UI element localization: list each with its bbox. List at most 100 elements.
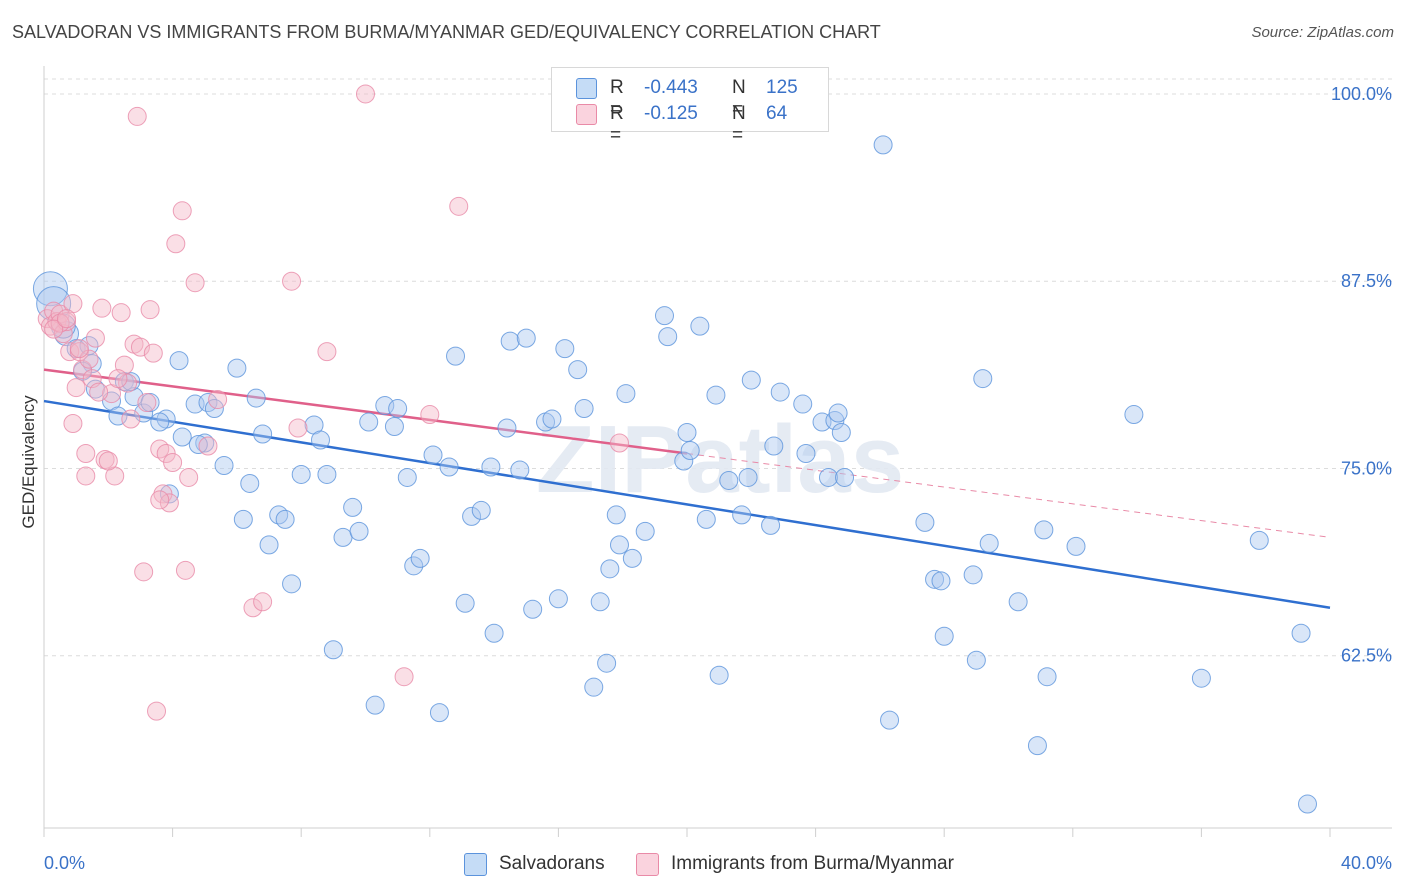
burma-point <box>98 451 118 471</box>
salvadoran-point <box>677 423 697 443</box>
burma-point <box>57 309 77 329</box>
salvadoran-point <box>1008 592 1028 612</box>
salvadoran-point <box>259 535 279 555</box>
x-tick-label: 40.0% <box>1341 853 1392 873</box>
legend-n-value: 125 <box>766 77 798 98</box>
salvadoran-point <box>732 505 752 525</box>
salvadoran-point <box>597 653 617 673</box>
salvadoran-point <box>1191 668 1211 688</box>
salvadoran-point <box>600 559 620 579</box>
salvadoran-point <box>709 665 729 685</box>
salvadoran-point <box>835 467 855 487</box>
salvadoran-point <box>150 412 170 432</box>
salvadoran-point <box>169 351 189 371</box>
salvadoran-point <box>542 409 562 429</box>
salvadoran-point <box>828 403 848 423</box>
burma-point <box>147 701 167 721</box>
burma-point <box>163 452 183 472</box>
salvadoran-point <box>172 427 192 447</box>
salvadoran-point <box>1037 667 1057 687</box>
y-tick-label: 100.0% <box>1331 84 1392 104</box>
salvadoran-point <box>233 509 253 529</box>
legend-r-value: -0.125 <box>644 103 698 124</box>
salvadoran-point <box>1066 536 1086 556</box>
salvadoran-point <box>516 328 536 348</box>
salvadoran-point <box>423 445 443 465</box>
salvadoran-point <box>1249 530 1269 550</box>
salvadoran-point <box>931 571 951 591</box>
salvadoran-point <box>979 533 999 553</box>
burma-point <box>166 234 186 254</box>
burma-point <box>143 343 163 363</box>
chart-source: Source: ZipAtlas.com <box>1251 24 1394 41</box>
salvadoran-point <box>108 406 128 426</box>
burma-point <box>66 378 86 398</box>
salvadoran-point <box>606 505 626 525</box>
burma-point <box>198 436 218 456</box>
legend-r-label: R = <box>610 103 624 146</box>
burma-point <box>121 409 141 429</box>
salvadoran-point <box>375 396 395 416</box>
salvadoran-point <box>831 423 851 443</box>
salvadoran-point <box>880 710 900 730</box>
salvadoran-point <box>973 369 993 389</box>
salvadoran-point <box>365 695 385 715</box>
legend-n-label: N = <box>732 77 746 120</box>
salvadoran-point <box>548 589 568 609</box>
salvadoran-point <box>32 271 68 307</box>
burma-point <box>127 106 147 126</box>
salvadoran-point <box>310 430 330 450</box>
salvadoran-point <box>680 440 700 460</box>
salvadoran-point <box>429 703 449 723</box>
burma-point <box>63 414 83 434</box>
burma-point <box>69 339 89 359</box>
axes <box>43 66 1392 837</box>
legend-swatch-pink <box>576 104 597 125</box>
salvadoran-point <box>696 509 716 529</box>
salvadoran-point <box>510 460 530 480</box>
salvadoran-point <box>635 521 655 541</box>
salvadoran-point <box>590 592 610 612</box>
salvadoran-point <box>654 306 674 326</box>
chart-title: SALVADORAN VS IMMIGRANTS FROM BURMA/MYAN… <box>12 22 881 42</box>
trend-line-extension <box>686 452 1331 538</box>
burma-point <box>288 418 308 438</box>
salvadoran-point <box>343 497 363 517</box>
salvadoran-point <box>793 394 813 414</box>
burma-point <box>253 592 273 612</box>
burma-point <box>76 443 96 463</box>
salvadoran-point <box>622 548 642 568</box>
legend-swatch-pink <box>636 853 659 876</box>
burma-point <box>44 319 64 339</box>
burma-point <box>89 382 109 402</box>
burma-point <box>108 369 128 389</box>
salvadoran-point <box>963 565 983 585</box>
salvadoran-point <box>85 379 105 399</box>
correlation-legend: R = -0.443 N = 125 R = -0.125 N = 64 <box>551 67 829 146</box>
legend-r-value: -0.443 <box>644 77 698 98</box>
burma-point <box>76 466 96 486</box>
y-tick-label: 75.0% <box>1341 458 1392 478</box>
salvadoran-point <box>121 372 141 392</box>
salvadoran-point <box>1291 623 1311 643</box>
burma-point <box>243 598 263 618</box>
salvadoran-point <box>770 382 790 402</box>
burma-point <box>130 337 150 357</box>
burma-point <box>137 393 157 413</box>
burma-point <box>317 342 337 362</box>
legend-n-value: 64 <box>766 103 788 124</box>
salvadoran-point <box>674 451 694 471</box>
salvadoran-point <box>388 399 408 419</box>
salvadoran-point <box>446 346 466 366</box>
salvadoran-point <box>1297 794 1317 814</box>
burma-point <box>150 490 170 510</box>
burma-point <box>420 405 440 425</box>
salvadoran-point <box>500 331 520 351</box>
salvadoran-point <box>462 506 482 526</box>
data-points <box>32 84 1317 814</box>
salvadoran-point <box>818 467 838 487</box>
salvadoran-point <box>291 464 311 484</box>
salvadoran-point <box>1034 520 1054 540</box>
burma-point <box>282 271 302 291</box>
